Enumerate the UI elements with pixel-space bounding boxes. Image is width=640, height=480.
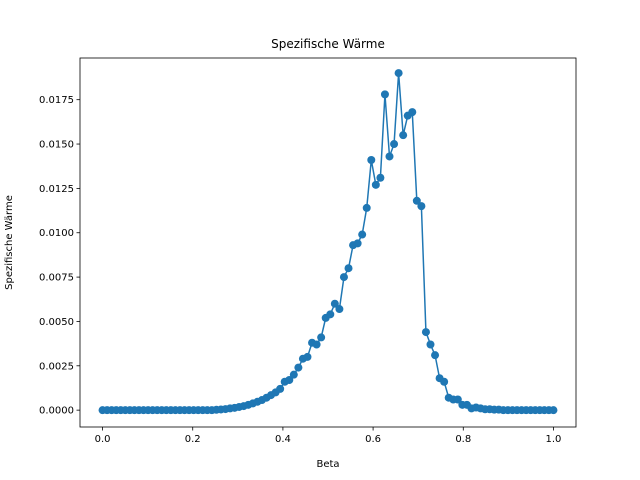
- y-tick-label: 0.0050: [39, 317, 74, 328]
- data-point: [399, 131, 408, 140]
- data-point: [549, 406, 558, 415]
- chart-title: Spezifische Wärme: [271, 37, 385, 51]
- data-point: [408, 108, 417, 117]
- data-point: [339, 273, 348, 282]
- data-point: [294, 363, 303, 372]
- data-point: [431, 351, 440, 360]
- data-point: [326, 310, 335, 319]
- data-point: [371, 180, 380, 189]
- data-point: [390, 140, 399, 149]
- data-point: [353, 239, 362, 248]
- data-point: [276, 384, 285, 393]
- data-point: [285, 375, 294, 384]
- x-tick-label: 0.8: [455, 434, 471, 445]
- data-point: [303, 352, 312, 361]
- data-point: [317, 333, 326, 342]
- data-point: [289, 370, 298, 379]
- data-point: [335, 305, 344, 314]
- x-axis-label: Beta: [316, 459, 339, 470]
- y-tick-label: 0.0100: [39, 228, 74, 239]
- data-point: [312, 340, 321, 349]
- plot-area: [98, 69, 558, 415]
- y-tick-label: 0.0000: [39, 406, 74, 417]
- x-tick-label: 0.2: [185, 434, 201, 445]
- axes-ticks: 0.0 0.2 0.4 0.6 0.8 1.0 0.0000 0.0025 0.0050 0.00…: [39, 95, 561, 445]
- data-point: [344, 264, 353, 273]
- data-point: [330, 299, 339, 308]
- y-tick-label: 0.0025: [39, 361, 74, 372]
- y-tick-label: 0.0150: [39, 140, 74, 151]
- data-point: [376, 173, 385, 182]
- data-point: [440, 377, 449, 386]
- data-point: [362, 203, 371, 212]
- y-axis-label: Spezifische Wärme: [4, 195, 15, 290]
- data-point: [453, 395, 462, 404]
- x-tick-label: 0.4: [275, 434, 291, 445]
- y-tick-label: 0.0175: [39, 95, 74, 106]
- data-point: [417, 202, 426, 211]
- x-tick-label: 0.0: [95, 434, 111, 445]
- data-point: [394, 69, 403, 78]
- data-point: [421, 328, 430, 337]
- y-tick-label: 0.0075: [39, 273, 74, 284]
- data-point: [358, 230, 367, 239]
- data-point: [367, 156, 376, 165]
- y-tick-label: 0.0125: [39, 184, 74, 195]
- axes-frame: [79, 57, 577, 428]
- data-point: [426, 340, 435, 349]
- x-tick-label: 0.6: [365, 434, 381, 445]
- x-tick-label: 1.0: [546, 434, 562, 445]
- data-point: [385, 152, 394, 161]
- data-point: [380, 90, 389, 99]
- data-point: [412, 196, 421, 205]
